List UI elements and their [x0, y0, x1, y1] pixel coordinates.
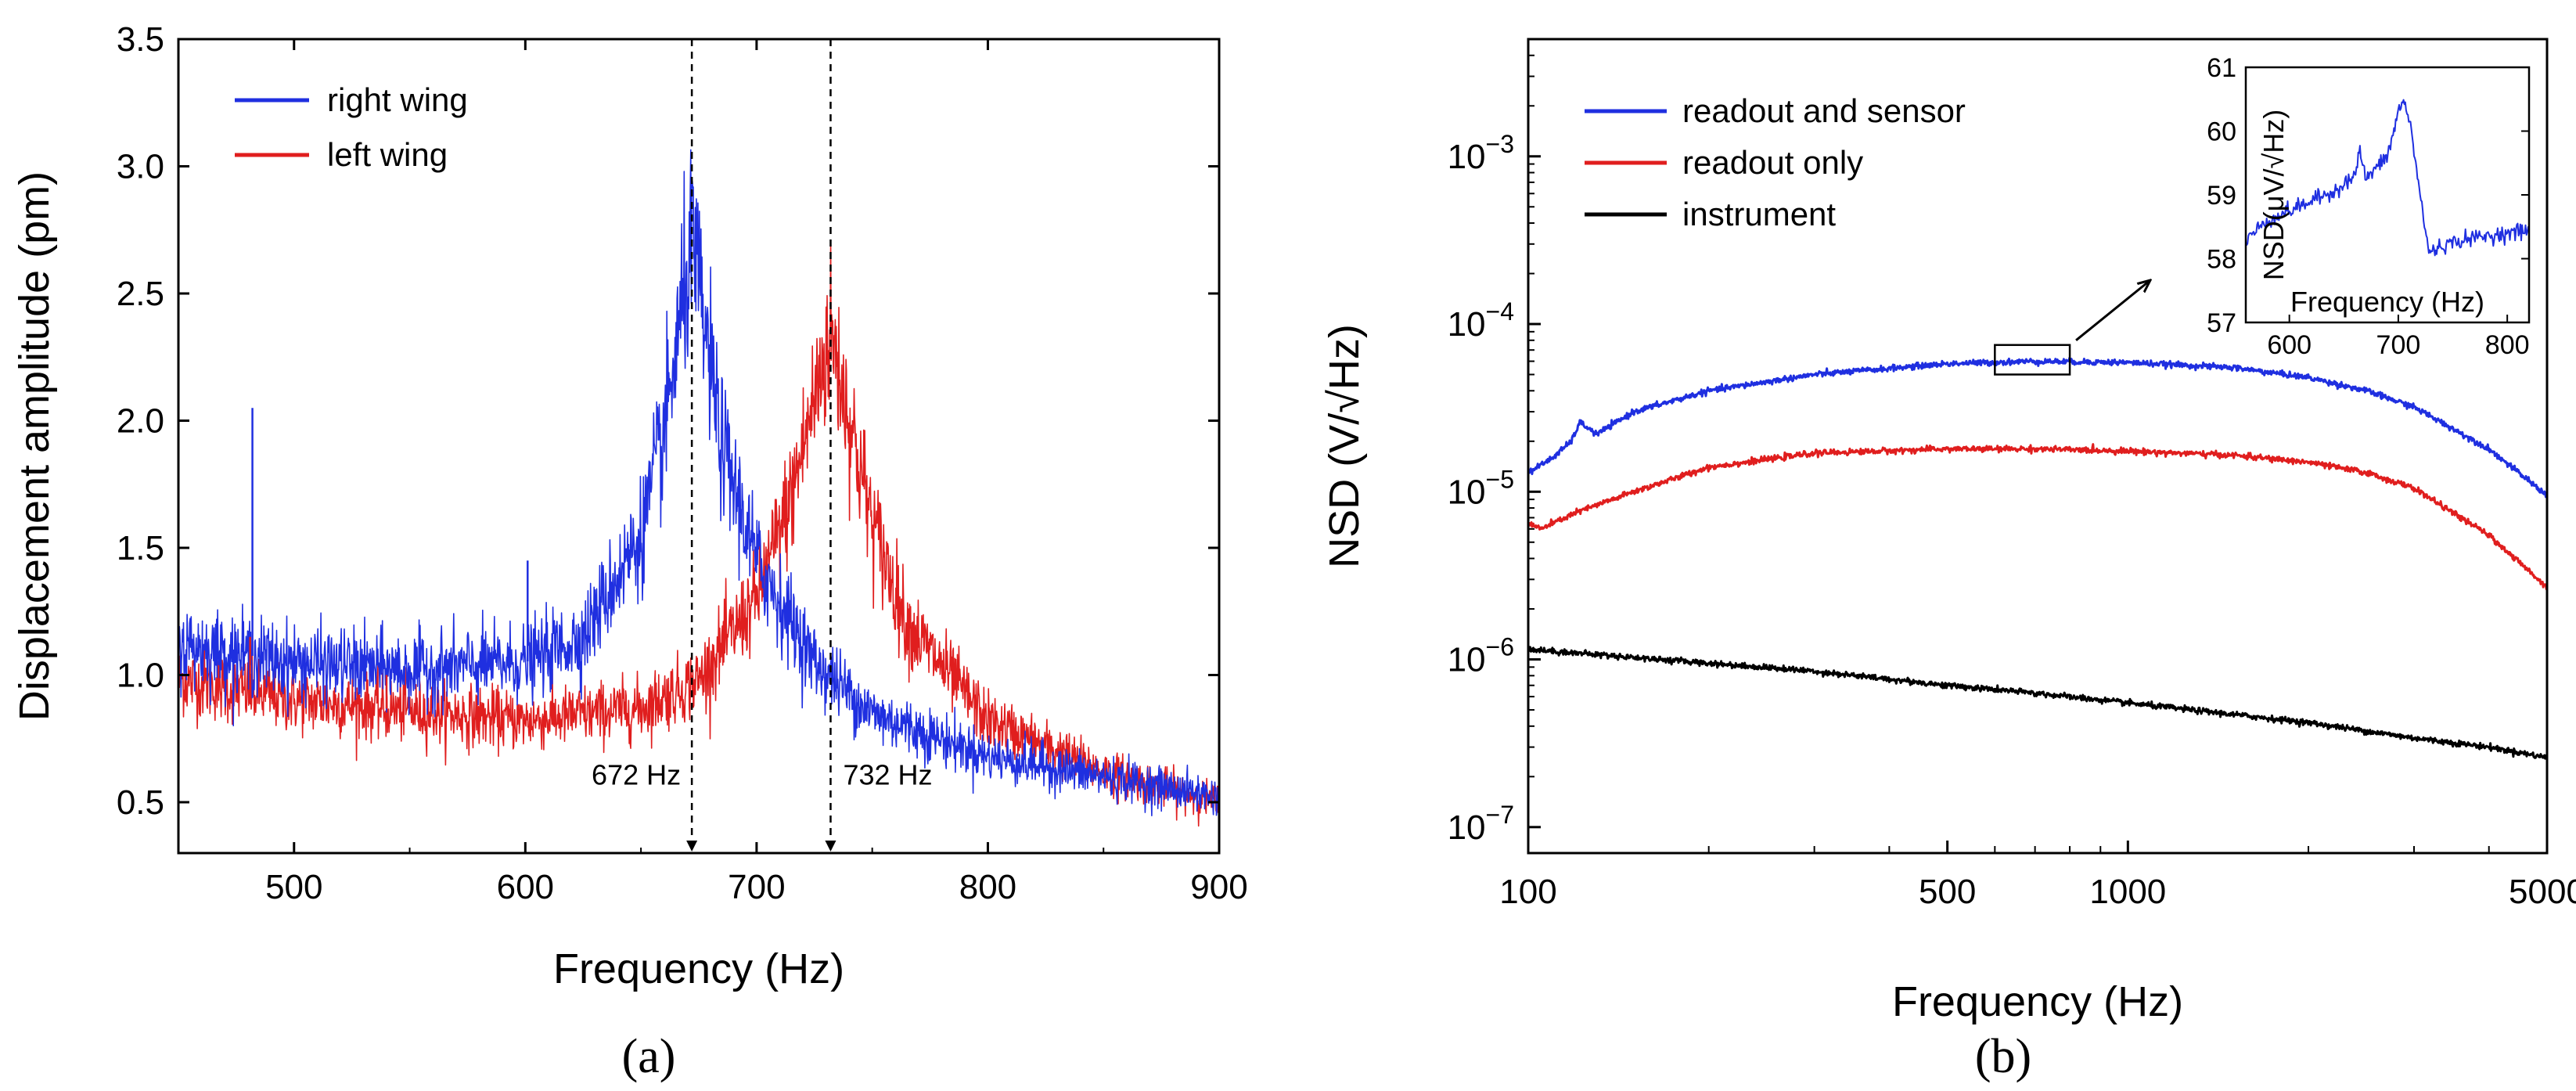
panel-b-ytick-base-3: 10 — [1448, 305, 1486, 344]
panel-a-annotations: 672 Hz 732 Hz — [592, 39, 933, 852]
panel-a-ytick-label-2.5: 2.5 — [117, 275, 164, 313]
legend-label-left-wing: left wing — [327, 136, 448, 173]
inset-series-line-readout-and-sensor — [2246, 99, 2529, 257]
panel-b-xtick-label-100: 100 — [1499, 873, 1556, 911]
panel-a-ylabel: Displacement amplitude (pm) — [11, 171, 58, 721]
panel-b-xtick-label-500: 500 — [1919, 873, 1976, 911]
panel-b-ytick-base-2: 10 — [1448, 473, 1486, 511]
legend-label-readout-and-sensor: readout and sensor — [1682, 92, 1966, 129]
panel-b-frame — [1527, 38, 2549, 855]
panel-b-ytick-exponent-4: −3 — [1486, 130, 1514, 158]
series-line-instrument — [1528, 646, 2547, 760]
panel-b-series-layer — [1528, 357, 2547, 760]
inset-ytick-label-61: 61 — [2207, 53, 2236, 83]
panel-a-xtick-label-600: 600 — [497, 868, 554, 906]
panel-a-xtick-label-500: 500 — [265, 868, 322, 906]
panel-a-ytick-label-1.5: 1.5 — [117, 529, 164, 567]
panel-a-xtick-label-700: 700 — [728, 868, 785, 906]
inset-series-layer — [2246, 99, 2529, 257]
panel-b-xtick-label-5000: 5000 — [2509, 873, 2576, 911]
panel-b-ytick-label-0: 10−7 — [1448, 801, 1514, 847]
panel-a-ytick-label-1: 1.0 — [117, 657, 164, 695]
panel-a-xlabel: Frequency (Hz) — [553, 945, 844, 992]
inset-xtick-label-800: 800 — [2485, 330, 2530, 360]
series-line-readout-and-sensor — [1528, 357, 2547, 499]
panel-b-ytick-label-2: 10−5 — [1448, 465, 1514, 511]
panel-a-legend: right wing left wing — [235, 81, 468, 173]
inset-ytick-label-60: 60 — [2207, 117, 2236, 147]
panel-b-ytick-base-0: 10 — [1448, 808, 1486, 847]
inset-chart: 600 700 800 57 58 59 60 61 Frequency (Hz) NSD(μ… — [2207, 53, 2531, 360]
panel-b-ytick-exponent-0: −7 — [1486, 801, 1514, 829]
legend-label-right-wing: right wing — [327, 81, 468, 118]
panel-b-ytick-exponent-2: −5 — [1486, 465, 1514, 493]
inset-background — [2246, 67, 2529, 322]
series-line-right-wing — [178, 149, 1219, 816]
panel-b-legend: readout and sensor readout only instrume… — [1585, 92, 1966, 232]
panel-a-ytick-label-0.5: 0.5 — [117, 783, 164, 822]
panel-a-xtick-label-800: 800 — [959, 868, 1016, 906]
highlight-box — [1994, 344, 2071, 376]
panel-b-ytick-label-4: 10−3 — [1448, 130, 1514, 176]
annotation-label-732: 732 Hz — [843, 758, 932, 790]
inset-xlabel: Frequency (Hz) — [2290, 286, 2484, 318]
zoom-arrow — [2075, 280, 2150, 341]
panel-b-ytick-label-1: 10−6 — [1448, 633, 1514, 679]
panel-b-ytick-exponent-1: −6 — [1486, 633, 1514, 661]
inset-ytick-label-58: 58 — [2207, 245, 2236, 275]
panel-b-ytick-base-1: 10 — [1448, 641, 1486, 679]
series-line-readout-only — [1528, 443, 2547, 591]
panel-a: 500 600 700 800 900 0.5 1.0 1.5 2.0 2.5 3.0 3.5 Fre… — [11, 20, 1248, 1083]
panel-a-ytick-label-2: 2.0 — [117, 402, 164, 441]
inset-xtick-label-700: 700 — [2376, 330, 2421, 360]
inset-ylabel: NSD(μV/√Hz) — [2258, 110, 2290, 281]
legend-label-instrument: instrument — [1682, 196, 1836, 232]
legend-label-readout-only: readout only — [1682, 144, 1863, 181]
panel-a-ytick-label-3: 3.0 — [117, 148, 164, 186]
panel-a-frame — [177, 38, 1221, 855]
panel-b-ytick-label-3: 10−4 — [1448, 297, 1514, 344]
panel-b-ylabel: NSD (V/√Hz) — [1321, 324, 1368, 568]
panel-b-xlabel: Frequency (Hz) — [1892, 978, 2183, 1025]
series-line-left-wing — [178, 242, 1219, 827]
inset-xtick-label-600: 600 — [2267, 330, 2312, 360]
panel-a-label: (a) — [622, 1030, 676, 1083]
annotation-label-672: 672 Hz — [592, 758, 681, 790]
inset-ytick-label-59: 59 — [2207, 181, 2236, 211]
panel-b-label: (b) — [1975, 1030, 2031, 1083]
inset-ytick-label-57: 57 — [2207, 308, 2236, 338]
inset-ticks: 600 700 800 57 58 59 60 61 — [2207, 53, 2529, 360]
panel-b-xtick-label-1000: 1000 — [2089, 873, 2166, 911]
panel-a-xtick-label-900: 900 — [1190, 868, 1247, 906]
panel-b-ytick-exponent-3: −4 — [1486, 297, 1514, 326]
panel-b-ytick-base-4: 10 — [1448, 138, 1486, 176]
panel-a-series-layer — [178, 149, 1219, 827]
panel-a-ytick-label-3.5: 3.5 — [117, 20, 164, 59]
panel-a-ticks: 500 600 700 800 900 0.5 1.0 1.5 2.0 2.5 3.0 3.5 — [117, 20, 1248, 906]
